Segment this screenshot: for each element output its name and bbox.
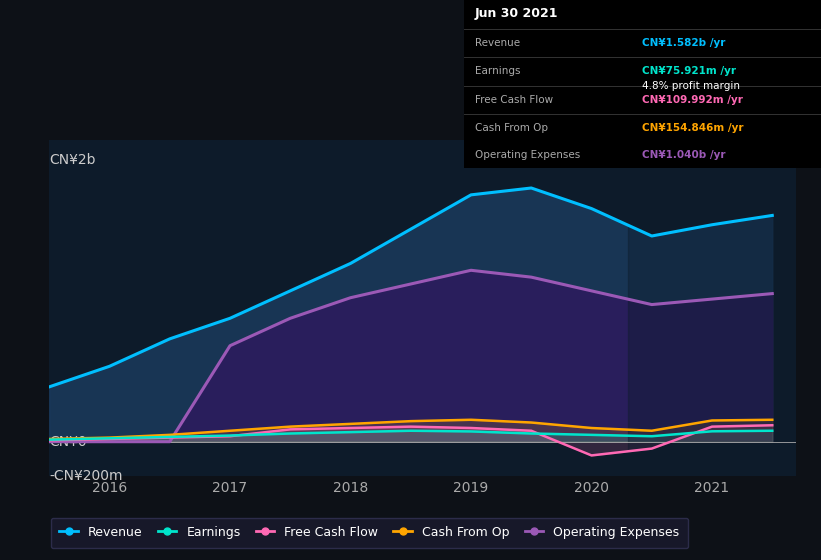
Text: CN¥1.582b /yr: CN¥1.582b /yr: [643, 38, 726, 48]
Text: CN¥154.846m /yr: CN¥154.846m /yr: [643, 123, 744, 133]
Text: CN¥0: CN¥0: [49, 435, 87, 449]
Text: -CN¥200m: -CN¥200m: [49, 469, 123, 483]
Bar: [628, 140, 796, 476]
Text: Earnings: Earnings: [475, 67, 520, 76]
Text: Free Cash Flow: Free Cash Flow: [475, 95, 553, 105]
Text: CN¥1.040b /yr: CN¥1.040b /yr: [643, 151, 726, 160]
Text: Operating Expenses: Operating Expenses: [475, 151, 580, 160]
Text: CN¥109.992m /yr: CN¥109.992m /yr: [643, 95, 743, 105]
Text: Cash From Op: Cash From Op: [475, 123, 548, 133]
Text: 4.8% profit margin: 4.8% profit margin: [643, 81, 741, 91]
Legend: Revenue, Earnings, Free Cash Flow, Cash From Op, Operating Expenses: Revenue, Earnings, Free Cash Flow, Cash …: [51, 517, 688, 548]
Text: Revenue: Revenue: [475, 38, 520, 48]
Text: CN¥2b: CN¥2b: [49, 153, 96, 167]
Text: CN¥75.921m /yr: CN¥75.921m /yr: [643, 67, 736, 76]
Text: Jun 30 2021: Jun 30 2021: [475, 7, 558, 20]
